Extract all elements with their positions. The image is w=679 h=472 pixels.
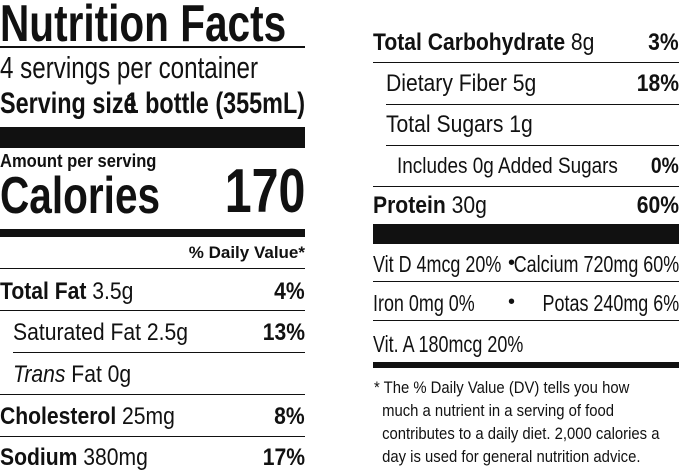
medium-bar bbox=[0, 229, 305, 237]
bullet: • bbox=[508, 291, 516, 313]
nutrient-amount: 30g bbox=[451, 192, 487, 219]
footnote-line: much a nutrient in a serving of food bbox=[382, 402, 615, 420]
nutrient-dv: 0% bbox=[651, 153, 679, 178]
nutrient-name: Dietary Fiber bbox=[386, 70, 507, 97]
nutrient-name: Total Fat bbox=[0, 278, 87, 305]
calories-value: 170 bbox=[224, 157, 305, 226]
divider bbox=[0, 394, 305, 395]
nutrient-name: Sodium bbox=[0, 444, 78, 471]
vitamin-left: Iron 0mg 0% bbox=[373, 290, 475, 316]
footnote-line: * The % Daily Value (DV) tells you how bbox=[374, 379, 630, 397]
nutrient-name: Total Carbohydrate bbox=[373, 29, 566, 56]
servings-per-container: 4 servings per container bbox=[0, 50, 259, 85]
divider bbox=[13, 352, 305, 353]
daily-value-header: % Daily Value* bbox=[188, 243, 305, 262]
nutrient-name: Trans bbox=[13, 361, 66, 388]
serving-size-value: 1 bottle (355mL) bbox=[125, 87, 305, 120]
nutrient-name: Cholesterol bbox=[0, 403, 117, 430]
vitamin-left: Vit. A 180mcg 20% bbox=[373, 331, 524, 357]
nutrient-amount: 2.5g bbox=[146, 319, 188, 346]
divider bbox=[0, 46, 305, 48]
nutrient-amount: 5g bbox=[512, 70, 537, 97]
nutrient-amount: 380mg bbox=[83, 444, 148, 471]
nutrient-amount: 8g bbox=[570, 29, 595, 56]
vitamin-right: Potas 240mg 6% bbox=[542, 290, 679, 316]
nutrient-amount: Fat 0g bbox=[71, 361, 132, 388]
footnote: * The % Daily Value (DV) tells you how m… bbox=[374, 377, 660, 469]
nutrient-name: Saturated Fat bbox=[13, 319, 141, 346]
thick-bar bbox=[0, 127, 305, 148]
nutrient-dv: 60% bbox=[636, 192, 679, 219]
divider bbox=[373, 320, 679, 321]
footnote-line: contributes to a daily diet. 2,000 calor… bbox=[382, 425, 660, 443]
divider bbox=[0, 436, 305, 437]
nutrient-dv: 4% bbox=[274, 278, 305, 305]
amount-per-serving: Amount per serving bbox=[0, 151, 157, 171]
divider bbox=[386, 145, 679, 146]
vitamin-left: Vit D 4mcg 20% bbox=[373, 251, 502, 277]
divider bbox=[0, 268, 305, 269]
bullet: • bbox=[508, 252, 516, 274]
divider bbox=[0, 310, 305, 311]
nutrient-amount: 25mg bbox=[122, 403, 175, 430]
nutrient-dv: 8% bbox=[274, 403, 305, 430]
nutrient-name: Total Sugars bbox=[386, 111, 504, 138]
label-title: Nutrition Facts bbox=[0, 0, 287, 53]
nutrient-name: Includes 0g Added Sugars bbox=[397, 153, 618, 178]
nutrient-name: Protein bbox=[373, 192, 446, 219]
nutrient-dv: 13% bbox=[262, 319, 305, 346]
calories-label: Calories bbox=[0, 167, 161, 225]
divider bbox=[373, 281, 679, 282]
thick-bar bbox=[373, 224, 679, 244]
nutrient-amount: 1g bbox=[509, 111, 533, 138]
nutrient-dv: 3% bbox=[648, 29, 679, 56]
nutrient-amount: 3.5g bbox=[92, 278, 134, 305]
serving-size-label: Serving size bbox=[0, 87, 137, 120]
nutrient-dv: 18% bbox=[636, 70, 679, 97]
vitamin-right: Calcium 720mg 60% bbox=[513, 251, 679, 277]
divider bbox=[373, 62, 679, 63]
footnote-line: day is used for general nutrition advice… bbox=[382, 448, 641, 466]
nutrient-dv: 17% bbox=[262, 444, 305, 471]
medium-bar bbox=[373, 362, 679, 368]
divider bbox=[386, 104, 679, 105]
divider bbox=[373, 186, 679, 187]
